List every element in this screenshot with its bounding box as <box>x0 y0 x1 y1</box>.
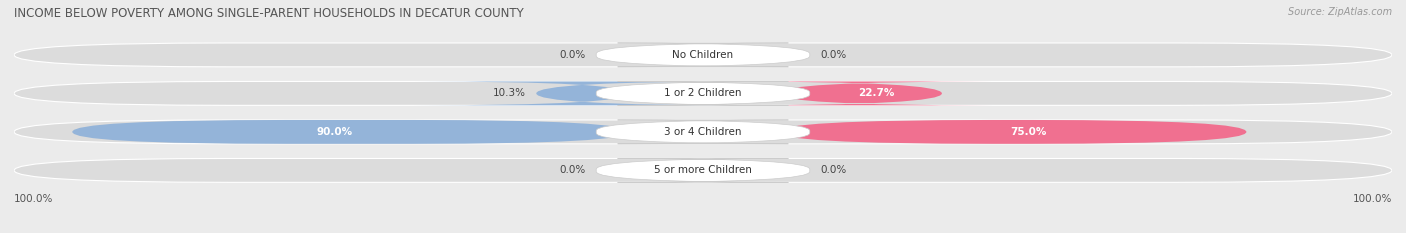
FancyBboxPatch shape <box>596 158 810 182</box>
Text: 22.7%: 22.7% <box>858 88 894 98</box>
Text: 0.0%: 0.0% <box>560 165 586 175</box>
FancyBboxPatch shape <box>596 120 810 144</box>
Text: 5 or more Children: 5 or more Children <box>654 165 752 175</box>
Text: 75.0%: 75.0% <box>1010 127 1046 137</box>
Text: 1 or 2 Children: 1 or 2 Children <box>664 88 742 98</box>
FancyBboxPatch shape <box>728 82 991 105</box>
Text: 10.3%: 10.3% <box>494 88 526 98</box>
FancyBboxPatch shape <box>596 43 810 67</box>
Text: 90.0%: 90.0% <box>316 127 353 137</box>
Text: 0.0%: 0.0% <box>820 50 846 60</box>
Text: Source: ZipAtlas.com: Source: ZipAtlas.com <box>1288 7 1392 17</box>
FancyBboxPatch shape <box>415 82 749 105</box>
FancyBboxPatch shape <box>778 120 1246 144</box>
FancyBboxPatch shape <box>14 43 1392 67</box>
Text: 0.0%: 0.0% <box>820 165 846 175</box>
Text: 100.0%: 100.0% <box>14 194 53 204</box>
Text: 3 or 4 Children: 3 or 4 Children <box>664 127 742 137</box>
FancyBboxPatch shape <box>14 120 1392 144</box>
FancyBboxPatch shape <box>14 82 1392 105</box>
FancyBboxPatch shape <box>72 120 628 144</box>
FancyBboxPatch shape <box>596 82 810 105</box>
FancyBboxPatch shape <box>14 158 1392 182</box>
Text: 0.0%: 0.0% <box>560 50 586 60</box>
Text: INCOME BELOW POVERTY AMONG SINGLE-PARENT HOUSEHOLDS IN DECATUR COUNTY: INCOME BELOW POVERTY AMONG SINGLE-PARENT… <box>14 7 524 20</box>
Text: No Children: No Children <box>672 50 734 60</box>
Text: 100.0%: 100.0% <box>1353 194 1392 204</box>
